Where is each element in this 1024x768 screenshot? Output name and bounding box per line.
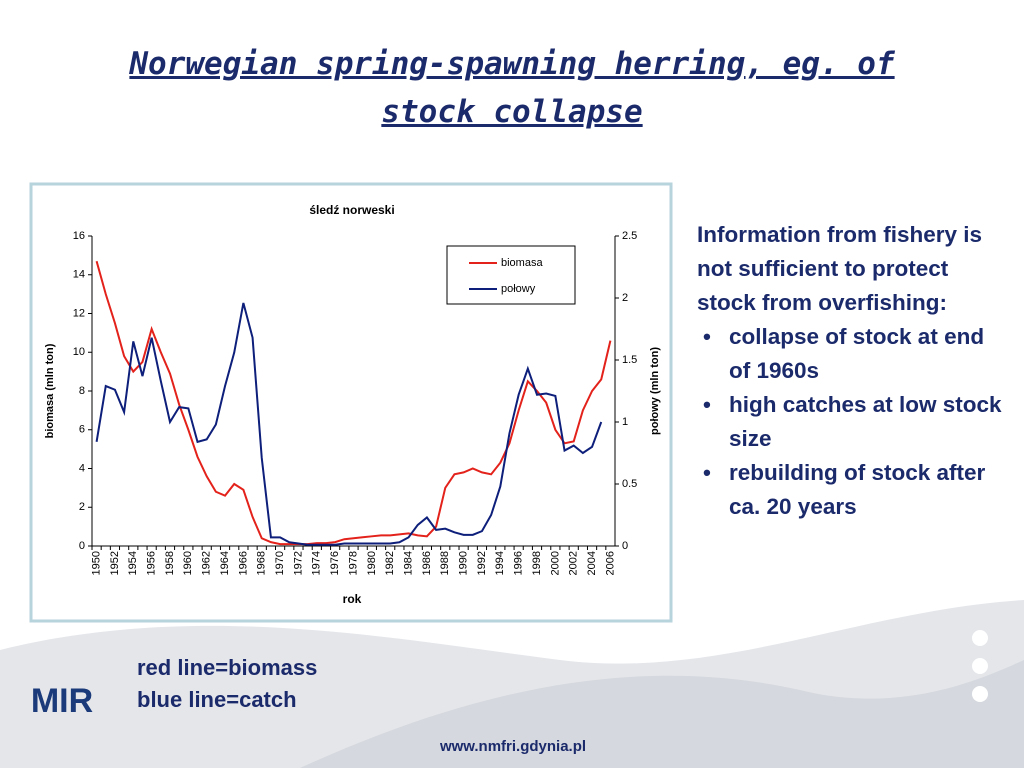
y-tick-label: 12	[73, 307, 85, 319]
y2-tick-label: 0.5	[622, 478, 637, 490]
x-tick-label: 1996	[513, 551, 525, 575]
y-tick-label: 6	[79, 424, 85, 436]
caption-line: blue line=catch	[137, 687, 297, 712]
y-tick-label: 4	[79, 462, 85, 474]
bullet: rebuilding of stock after ca. 20 years	[697, 456, 1002, 524]
x-tick-label: 1980	[366, 551, 378, 575]
side-text: Information from fishery is not sufficie…	[697, 218, 1002, 524]
x-tick-label: 1952	[109, 551, 121, 575]
bullet: high catches at low stock size	[697, 388, 1002, 456]
legend-label: połowy	[501, 283, 536, 295]
x-tick-label: 1994	[494, 551, 506, 575]
x-tick-label: 1956	[146, 551, 158, 575]
x-tick-label: 2000	[549, 551, 561, 575]
line	[95, 302, 603, 546]
x-tick-label: 1962	[201, 551, 213, 575]
y-tick-label: 8	[79, 385, 85, 397]
x-tick-label: 2002	[568, 551, 580, 575]
y2-tick-label: 2.5	[622, 230, 637, 242]
url: www.nmfri.gdynia.pl	[439, 738, 586, 755]
y-tick-label: 0	[79, 540, 85, 552]
x-tick-label: 1972	[292, 551, 304, 575]
x-tick-label: 1954	[127, 551, 139, 575]
x-tick-label: 1964	[219, 551, 231, 575]
x-tick-label: 1958	[164, 551, 176, 575]
x-tick-label: 1984	[402, 551, 414, 575]
x-tick-label: 1978	[347, 551, 359, 575]
x-tick-label: 1970	[274, 551, 286, 575]
x-tick-label: 1988	[439, 551, 451, 575]
x-axis-label: rok	[343, 592, 362, 606]
x-tick-label: 1998	[531, 551, 543, 575]
x-tick-label: 1976	[329, 551, 341, 575]
intro: Information from fishery is not sufficie…	[697, 222, 983, 315]
y-tick-label: 16	[73, 230, 85, 242]
logo: MIR	[31, 682, 93, 720]
y2-axis-label: połowy (mln ton)	[649, 347, 661, 435]
legend-label: biomasa	[501, 257, 543, 269]
bullet: collapse of stock at end of 1960s	[697, 320, 1002, 388]
slide-title: Norwegian spring-spawning herring, eg. o…	[129, 46, 895, 130]
chart-title: śledź norweski	[309, 203, 394, 217]
legend-box	[446, 245, 576, 305]
x-tick-label: 2004	[586, 551, 598, 575]
y2-tick-label: 0	[622, 540, 628, 552]
y-tick-label: 2	[79, 501, 85, 513]
caption: red line=biomass blue line=catch	[137, 652, 317, 716]
x-tick-label: 1968	[256, 551, 268, 575]
bullet-list: collapse of stock at end of 1960s high c…	[697, 320, 1002, 524]
x-tick-label: 1950	[90, 551, 102, 575]
y2-tick-label: 2	[622, 292, 628, 304]
y-tick-label: 14	[73, 269, 85, 281]
y-tick-label: 10	[73, 346, 85, 358]
y-axis-label: biomasa (mln ton)	[44, 343, 56, 438]
x-tick-label: 1990	[458, 551, 470, 575]
x-tick-label: 1966	[237, 551, 249, 575]
x-tick-label: 1986	[421, 551, 433, 575]
y2-tick-label: 1.5	[622, 354, 637, 366]
caption-line: red line=biomass	[137, 655, 318, 680]
x-tick-label: 1960	[182, 551, 194, 575]
x-tick-label: 1982	[384, 551, 396, 575]
x-tick-label: 1974	[311, 551, 323, 575]
line	[95, 260, 612, 546]
y2-tick-label: 1	[622, 416, 628, 428]
x-tick-label: 1992	[476, 551, 488, 575]
x-tick-label: 2006	[604, 551, 616, 575]
